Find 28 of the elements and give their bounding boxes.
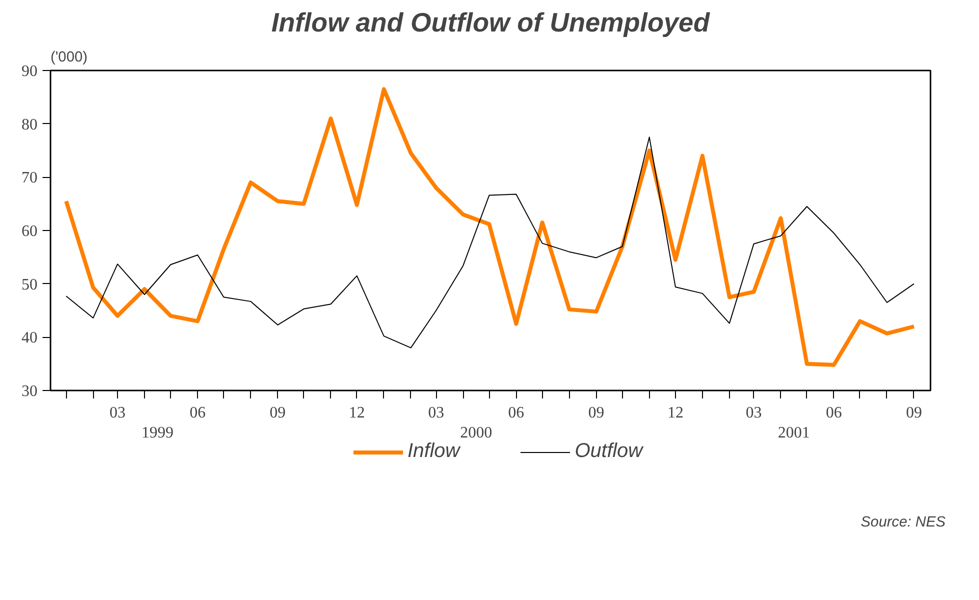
legend-label: Inflow: [407, 440, 460, 463]
y-axis-title: ('000): [50, 50, 88, 66]
y-tick-label: 30: [22, 383, 38, 400]
line-series: [66, 136, 914, 348]
x-tick-label: 09: [906, 404, 922, 422]
legend-label: Outflow: [574, 440, 643, 463]
chart-title: Inflow and Outflow of Unemployed: [271, 8, 710, 38]
x-tick-label: 06: [826, 404, 842, 422]
x-tick-label: 03: [110, 404, 126, 422]
y-tick-label: 90: [22, 63, 38, 80]
x-tick-label: 12: [667, 404, 684, 422]
x-tick-label: 09: [588, 404, 604, 422]
line-series: [64, 87, 916, 367]
y-tick-label: 50: [22, 276, 38, 294]
text: 1999: [142, 424, 174, 442]
x-tick-label: 12: [348, 404, 365, 422]
source-note: Source: NES: [860, 514, 946, 530]
x-tick-label: 06: [190, 404, 206, 422]
y-tick-label: 40: [22, 330, 38, 347]
text: 2000: [460, 424, 492, 442]
x-tick-label: 03: [746, 404, 762, 422]
y-tick-label: 80: [22, 116, 38, 134]
x-tick-label: 06: [508, 404, 524, 422]
y-tick-label: 60: [22, 223, 38, 240]
x-tick-label: 03: [428, 404, 444, 422]
x-tick-label: 09: [270, 404, 286, 422]
y-tick-label: 70: [22, 170, 38, 187]
text: 2001: [778, 424, 810, 442]
